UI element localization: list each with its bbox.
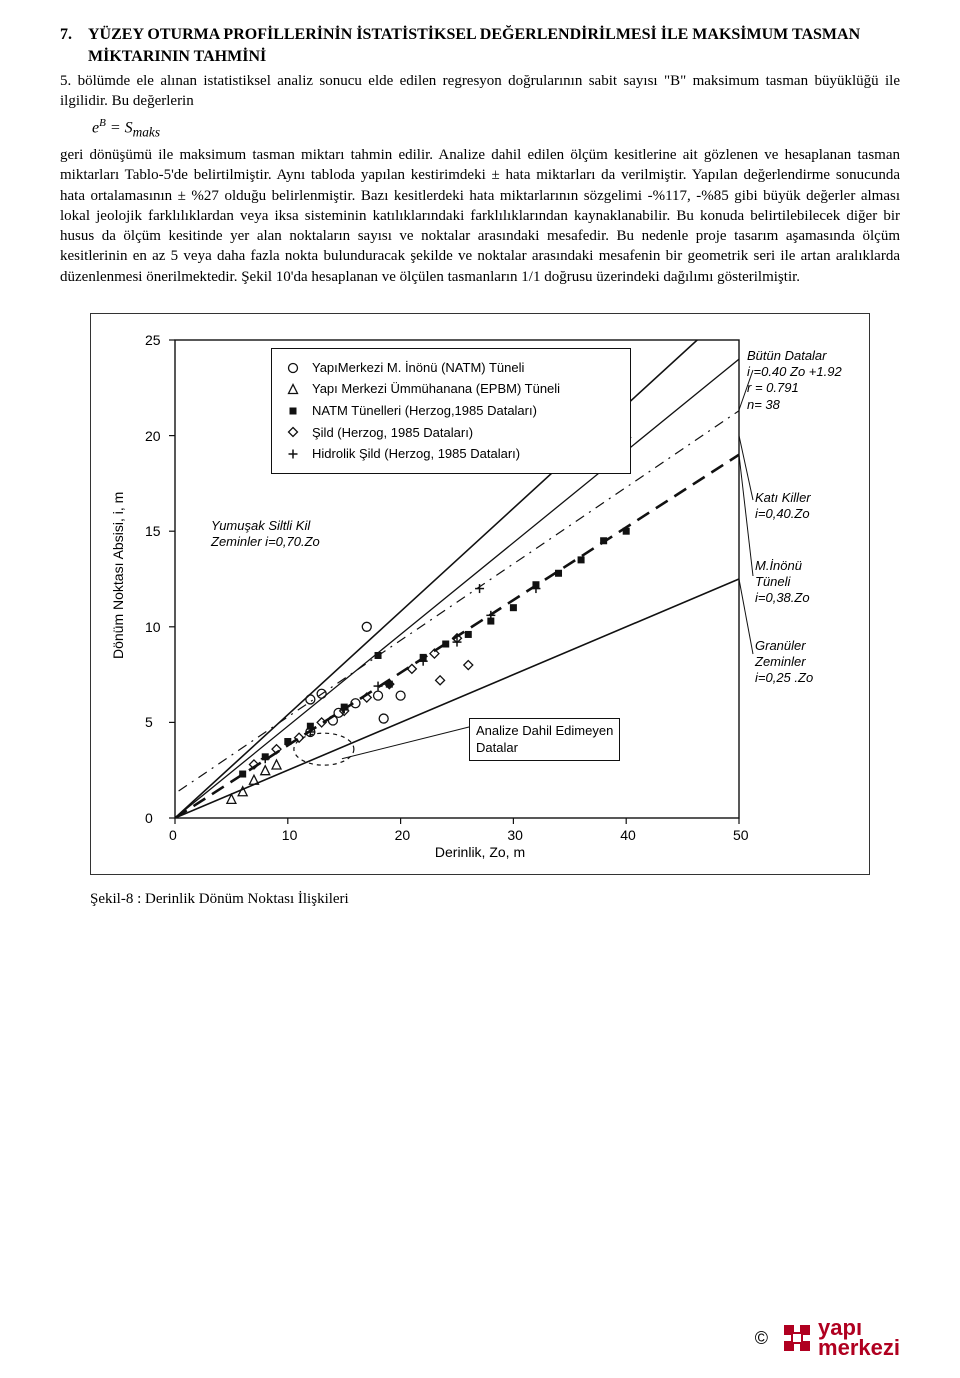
x-tick-label: 10 xyxy=(282,826,298,845)
callout-excluded-data: Analize Dahil Edimeyen Datalar xyxy=(469,718,620,761)
legend-item: NATM Tünelleri (Herzog,1985 Dataları) xyxy=(282,402,620,420)
x-axis-label: Derinlik, Zo, m xyxy=(435,843,525,862)
formula: eB = Smaks xyxy=(92,116,900,142)
legend-label: YapıMerkezi M. İnönü (NATM) Tüneli xyxy=(312,359,524,377)
y-tick-label: 10 xyxy=(145,618,163,637)
figure-caption: Şekil-8 : Derinlik Dönüm Noktası İlişkil… xyxy=(90,889,900,909)
page-footer: © yapı merkezi xyxy=(755,1318,900,1358)
paragraph-after-formula: geri dönüşümü ile maksimum tasman miktar… xyxy=(60,145,900,287)
legend-label: Hidrolik Şild (Herzog, 1985 Dataları) xyxy=(312,445,520,463)
y-tick-label: 5 xyxy=(145,713,163,732)
paragraph-before-formula: 5. bölümde ele alınan istatistiksel anal… xyxy=(60,71,900,112)
x-tick-label: 0 xyxy=(169,826,177,845)
legend-marker xyxy=(282,425,304,439)
side-annotation: Katı Killer i=0,40.Zo xyxy=(755,490,811,523)
side-annotation: M.İnönü Tüneli i=0,38.Zo xyxy=(755,558,810,607)
logo: yapı merkezi xyxy=(780,1318,900,1358)
formula-sub: maks xyxy=(133,124,160,139)
logo-icon xyxy=(780,1321,814,1355)
legend-marker xyxy=(282,382,304,396)
formula-sup: B xyxy=(99,117,106,129)
legend: YapıMerkezi M. İnönü (NATM) Tüneli Yapı M… xyxy=(271,348,631,474)
x-tick-label: 20 xyxy=(395,826,411,845)
legend-marker xyxy=(282,447,304,461)
legend-item: Yapı Merkezi Ümmühanana (EPBM) Tüneli xyxy=(282,380,620,398)
y-tick-label: 0 xyxy=(145,809,163,828)
legend-item: YapıMerkezi M. İnönü (NATM) Tüneli xyxy=(282,359,620,377)
legend-label: NATM Tünelleri (Herzog,1985 Dataları) xyxy=(312,402,537,420)
section-heading: 7. YÜZEY OTURMA PROFİLLERİNİN İSTATİSTİK… xyxy=(60,24,900,67)
formula-mid: = S xyxy=(106,119,133,136)
copyright-symbol: © xyxy=(755,1326,768,1350)
y-tick-label: 25 xyxy=(145,331,163,350)
logo-text-bottom: merkezi xyxy=(818,1338,900,1358)
annotation-soft-clay: Yumuşak Siltli Kil Zeminler i=0,70.Zo xyxy=(211,518,320,551)
legend-label: Şild (Herzog, 1985 Dataları) xyxy=(312,424,473,442)
legend-marker xyxy=(282,361,304,375)
section-title: YÜZEY OTURMA PROFİLLERİNİN İSTATİSTİKSEL… xyxy=(88,24,900,67)
x-tick-label: 40 xyxy=(620,826,636,845)
y-tick-label: 20 xyxy=(145,427,163,446)
legend-item: Hidrolik Şild (Herzog, 1985 Dataları) xyxy=(282,445,620,463)
x-tick-label: 30 xyxy=(507,826,523,845)
y-axis-label: Dönüm Noktası Absisi, i, m xyxy=(109,492,128,659)
section-number: 7. xyxy=(60,24,80,67)
figure-container: 0 10 20 30 40 50 0 5 10 15 20 25 Dönüm Noktası Absis… xyxy=(90,313,870,875)
y-tick-label: 15 xyxy=(145,522,163,541)
figure-canvas: 0 10 20 30 40 50 0 5 10 15 20 25 Dönüm Noktası Absis… xyxy=(91,314,869,874)
legend-label: Yapı Merkezi Ümmühanana (EPBM) Tüneli xyxy=(312,380,560,398)
legend-item: Şild (Herzog, 1985 Dataları) xyxy=(282,424,620,442)
x-tick-label: 50 xyxy=(733,826,749,845)
legend-marker xyxy=(282,404,304,418)
side-annotation: Granüler Zeminler i=0,25 .Zo xyxy=(755,638,813,687)
side-annotation: Bütün Datalar i =0.40 Zo +1.92 r = 0.791… xyxy=(747,348,842,413)
